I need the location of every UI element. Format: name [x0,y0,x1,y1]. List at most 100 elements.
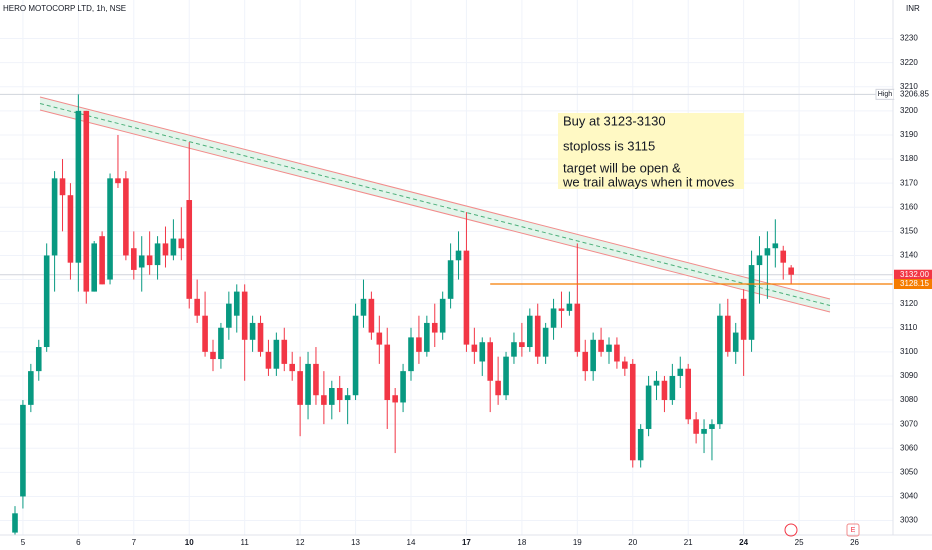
candle-body [249,322,256,340]
candle-body [376,332,383,345]
candle-body [558,308,565,311]
annotation-line: we trail always when it moves [562,174,735,189]
axis: 3030 3040 3050 3060 3070 3080 3090 3100 3110 3120… [21,34,932,547]
candle-body [368,298,375,333]
y-tick-label: 3190 [900,130,918,139]
annotation-line: target will be open & [563,160,681,175]
x-tick-label: 12 [296,538,305,547]
candle-body [91,243,97,292]
x-tick-label: 6 [76,538,81,547]
candle-body [511,342,517,357]
annotation-line: Buy at 3123-3130 [563,113,666,128]
candle-body [162,243,169,256]
candle-body [408,337,414,372]
high-price-box [894,89,932,100]
candle-body [313,363,319,396]
x-tick-label: 26 [850,538,859,547]
candle-body [352,315,359,396]
y-tick-label: 3200 [900,106,918,115]
candle-body [574,303,581,352]
x-tick-label: 11 [241,538,250,547]
x-tick-label: 21 [684,538,693,547]
x-tick-label: 19 [573,538,582,547]
high-price: 3206.85 [900,89,929,98]
candle-body [582,351,589,372]
trend-channel-top [39,96,831,300]
candle-body [629,363,636,461]
trend-channel-bottom [39,109,831,313]
y-tick-label: 3110 [900,323,918,332]
candle-body [202,315,208,352]
candle-body [669,375,676,401]
candle-body [637,428,644,461]
last-price-box [894,269,932,280]
y-tick-label: 3180 [900,154,918,163]
y-tick-label: 3080 [900,395,918,404]
event-icon[interactable] [846,523,860,537]
candle-body [281,339,288,364]
candle-body [67,195,74,263]
candle-body [717,315,723,425]
candle-body [75,110,82,263]
candle-body [210,351,216,360]
y-tick-label: 3150 [900,226,918,235]
candle-body [392,395,398,403]
candle-body [740,298,747,340]
candle-body [756,255,763,266]
candle-body [463,250,470,345]
candle-body [780,250,787,263]
candle-body [566,303,573,311]
candle-body [495,380,501,396]
candle-body [709,424,715,429]
candle-body [424,322,430,352]
candle-body [194,298,200,316]
candle-body [685,368,691,420]
y-tick-label: 3230 [900,34,918,43]
x-tick-label: 7 [132,538,137,547]
candle-body [519,342,525,348]
candle-body [614,344,620,362]
candle-body [59,178,66,196]
event-icon-letter: E [851,527,856,534]
candle-body [170,238,177,256]
annotation-box [558,113,744,189]
candle-body [35,347,42,372]
x-tick-label: 20 [628,538,637,547]
candle-body [471,344,478,352]
candle-body [598,339,604,352]
last-price: 3132.00 [900,270,929,279]
x-tick-label: 18 [517,538,526,547]
event-icon[interactable] [784,523,798,537]
y-tick-label: 3030 [900,516,918,525]
candle-body [416,337,422,352]
y-tick-label: 3050 [900,467,918,476]
high-tag: High [878,91,893,98]
annotation-line: stoploss is 3115 [563,138,655,153]
candle-body [297,371,303,405]
candle-body [527,315,533,348]
x-tick-label: 5 [21,538,26,547]
candle-body [131,248,137,270]
candle-body [12,513,18,533]
candle-body [99,236,105,285]
y-tick-label: 3100 [900,347,918,356]
candle-body [590,339,596,372]
symbol-title: HERO MOTOCORP LTD, 1h, NSE [3,4,126,13]
candle-body [178,238,185,249]
candle-body [273,339,280,369]
candle-body [725,315,731,352]
candle-body [701,428,707,434]
candle-body [257,322,264,352]
candle-body [503,356,509,396]
candle-body [487,342,493,381]
candle-body [241,291,248,340]
level-price: 3128.15 [900,279,929,288]
candle-body [772,243,779,249]
candle-body [20,404,26,497]
candle-body [622,361,628,369]
x-tick-label: 13 [351,538,360,547]
candle-body [107,178,113,280]
candle-body [645,385,652,429]
